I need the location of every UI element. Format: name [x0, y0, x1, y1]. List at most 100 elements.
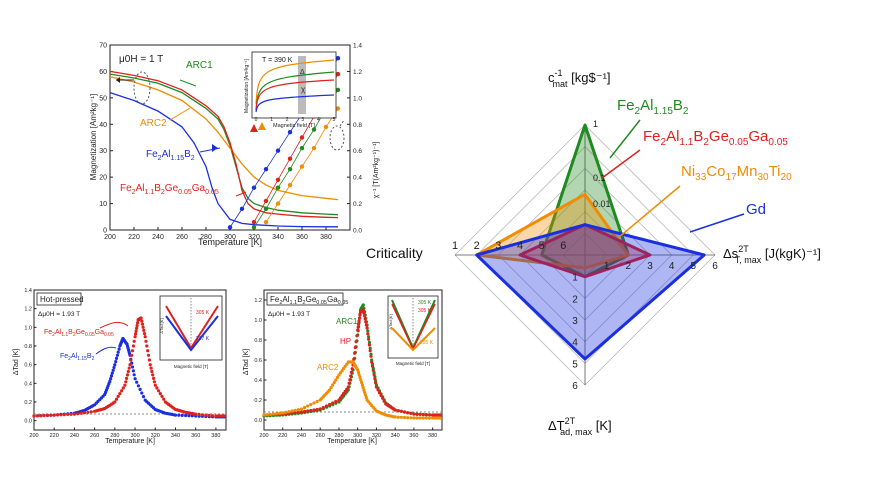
data-point-red: [134, 329, 138, 333]
data-point-orange: [342, 366, 346, 371]
data-point-orange: [427, 416, 432, 420]
hot-pressed-blue-label: Fe2Al1.15B2: [60, 353, 95, 362]
radar-legend-orange: Ni33Co17Mn30Ti20: [681, 163, 792, 183]
data-point-orange: [399, 415, 403, 419]
data-point-blue: [109, 374, 114, 378]
data-point-red: [309, 408, 313, 413]
y-tick-label: 0.2: [24, 400, 32, 406]
data-point-orange: [361, 385, 365, 390]
data-point-blue: [138, 387, 142, 391]
data-point-red: [306, 409, 310, 413]
data-point-red: [361, 308, 365, 312]
data-point-red: [126, 369, 130, 374]
data-point-red: [147, 358, 151, 362]
data-point-red: [155, 386, 159, 390]
data-point-red: [369, 354, 373, 358]
inverse-chi-point: [311, 127, 317, 132]
data-point-red: [204, 413, 208, 417]
data-point-red: [349, 370, 353, 374]
data-point-red: [153, 383, 157, 387]
data-point-blue: [109, 377, 113, 381]
inverse-chi-point: [263, 167, 269, 172]
radar-polygon-blue: [475, 223, 706, 361]
data-point-red: [396, 409, 400, 413]
inverse-chi-point: [287, 182, 293, 188]
data-point-red: [123, 383, 127, 387]
data-point-red: [141, 325, 145, 329]
x-tick-label: 220: [128, 234, 140, 241]
hot-pressed-field-label: Δμ0H = 1.93 T: [38, 311, 80, 318]
data-point-red: [69, 412, 73, 416]
data-point-green: [367, 340, 371, 345]
data-point-red: [367, 337, 371, 341]
inset-x-tick-label: 5: [333, 117, 336, 123]
data-point-red: [158, 392, 162, 396]
data-point-red: [130, 353, 134, 357]
data-point-blue: [117, 347, 121, 351]
magnetization-line-orange: [109, 76, 339, 201]
data-point-red: [133, 335, 137, 339]
inverse-chi-point: [299, 164, 305, 169]
radar-right-tick: 1: [604, 261, 610, 272]
inverse-chi-point: [275, 185, 281, 190]
data-point-red: [406, 411, 410, 415]
data-point-red: [76, 412, 80, 416]
data-point-red: [59, 413, 63, 417]
data-point-red: [114, 397, 119, 401]
arc-hp-label: HP: [340, 337, 351, 346]
data-point-red: [145, 344, 149, 348]
hp-inset-label-b: 287 K: [196, 336, 210, 342]
y2-tick-label: 1.0: [353, 95, 362, 102]
data-point-red: [358, 313, 362, 317]
data-point-orange: [359, 378, 363, 382]
data-point-blue: [116, 350, 120, 354]
arc2-label: ARC2: [140, 118, 167, 129]
inverse-chi-point: [227, 225, 233, 230]
inverse-chi-point: [299, 135, 305, 140]
inverse-chi-point: [335, 71, 341, 77]
data-point-red: [372, 372, 376, 377]
radar-leader-green: [609, 119, 641, 159]
x-tick-label: 300: [224, 234, 236, 241]
data-point-red: [354, 340, 358, 344]
data-point-red: [364, 323, 368, 327]
hot-pressed-blue-pointer: [95, 346, 117, 355]
data-point-red: [364, 320, 368, 324]
hot-pressed-inset: 305 K 287 K Magnetic field [T] ΔTad [K]: [159, 295, 223, 369]
hot-pressed-x-ticks: 200 220 240 260 280 300 320 340 360 380: [29, 427, 220, 439]
data-point-orange: [362, 388, 366, 392]
inset-chi-symbol: χ: [301, 85, 306, 94]
data-point-orange: [329, 385, 333, 390]
data-point-red: [348, 378, 352, 382]
data-point-red: [151, 373, 155, 377]
data-point-blue: [184, 413, 188, 418]
magnetization-line-red: [109, 70, 339, 219]
data-point-orange: [334, 378, 338, 382]
data-point-red: [382, 399, 386, 403]
data-point-red: [222, 414, 226, 418]
radar-left-tick: 4: [517, 240, 523, 252]
data-point-orange: [356, 370, 361, 375]
data-point-red: [412, 412, 416, 416]
red-pointer: [235, 191, 247, 197]
data-point-red: [56, 413, 60, 417]
inverse-chi-point: [251, 185, 257, 190]
magnetization-chart: 200 220 240 260 280 300 320 340 360 380 010203040…: [89, 43, 380, 248]
left-ellipse-marker: [133, 71, 151, 105]
data-point-red: [421, 412, 425, 417]
inverse-chi-point: [287, 167, 293, 172]
data-point-red: [152, 380, 156, 384]
radar-right-tick: 2: [626, 261, 632, 272]
data-point-red: [62, 413, 66, 417]
data-point-red: [366, 332, 370, 336]
inset-x-axis-label: Magnetic field [T]: [273, 123, 315, 129]
arc-y-axis-label: ΔTad [K]: [243, 349, 250, 376]
inset-x-tick-label: 2: [286, 117, 289, 123]
data-point-red: [299, 410, 304, 414]
data-point-red: [362, 311, 366, 315]
hp-inset-blue-v: [165, 315, 219, 352]
data-point-red: [377, 391, 382, 395]
inverse-chi-point: [287, 156, 293, 161]
inverse-chi-point: [311, 145, 317, 151]
